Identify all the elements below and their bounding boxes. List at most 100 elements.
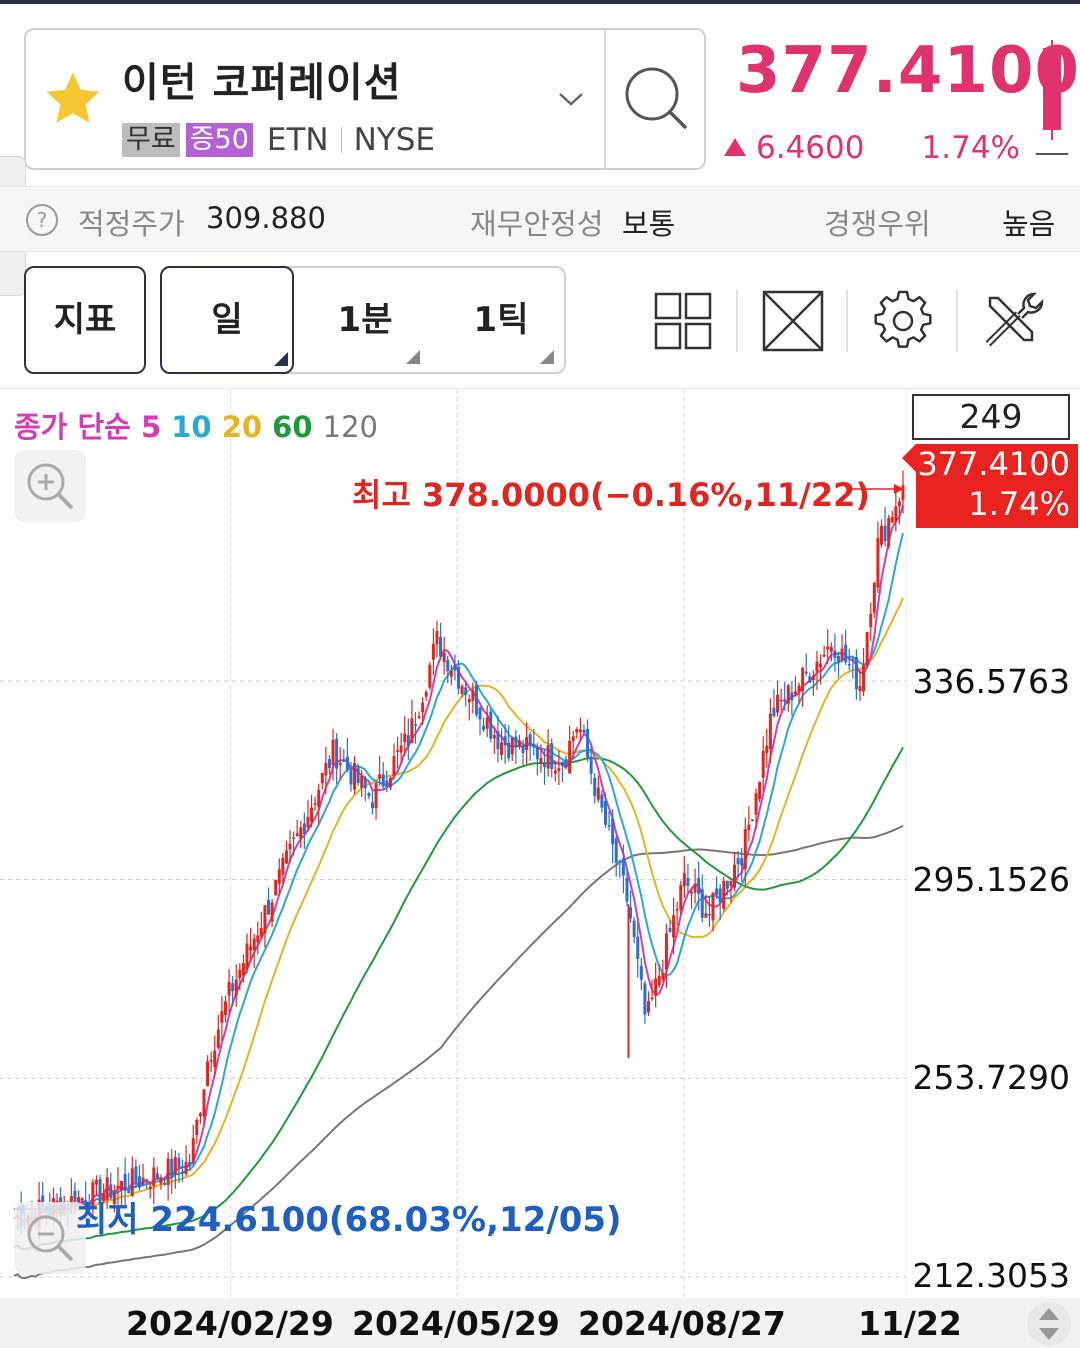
candle-body bbox=[342, 760, 346, 762]
candle-body bbox=[335, 738, 339, 769]
period-minute-button[interactable]: 1분 bbox=[337, 300, 393, 340]
period-tick-corner-icon bbox=[540, 350, 554, 364]
candle-body bbox=[564, 759, 568, 767]
candle-body bbox=[715, 888, 719, 896]
scroll-up-down-icon[interactable] bbox=[1022, 1300, 1076, 1348]
candle-body bbox=[876, 537, 880, 588]
candle-body bbox=[819, 663, 823, 668]
period-tick-button[interactable]: 1틱 bbox=[473, 300, 529, 340]
candle-body bbox=[370, 802, 374, 809]
candle-body bbox=[582, 729, 586, 733]
tool-divider bbox=[846, 290, 848, 352]
candle-body bbox=[593, 777, 597, 797]
competition-value: 높음 bbox=[1002, 207, 1056, 241]
indicator-button[interactable]: 지표 bbox=[24, 266, 146, 374]
candle-body bbox=[166, 1158, 170, 1186]
price-change-row: 6.4600 1.74% bbox=[724, 130, 1020, 166]
candle-body bbox=[589, 756, 593, 774]
x-axis[interactable] bbox=[0, 1298, 1080, 1348]
low-annotation: 최저 224.6100(68.03%,12/05) bbox=[76, 1200, 622, 1240]
period-selector: 일 1분 1틱 bbox=[160, 266, 566, 374]
candle-body bbox=[313, 803, 317, 805]
tools-icon[interactable] bbox=[978, 286, 1048, 356]
candle-body bbox=[858, 686, 862, 692]
zoom-out-icon[interactable] bbox=[14, 1202, 86, 1274]
help-icon[interactable]: ? bbox=[26, 204, 58, 236]
candle-body bbox=[471, 690, 475, 701]
period-minute-corner-icon bbox=[406, 350, 420, 364]
candle-body bbox=[743, 829, 747, 870]
x-tick-label: 2024/05/29 bbox=[352, 1304, 560, 1343]
candle-body bbox=[69, 1196, 73, 1206]
candle-body bbox=[249, 946, 253, 951]
candle-body bbox=[657, 976, 661, 986]
settings-gear-icon[interactable] bbox=[868, 286, 938, 356]
candle-body bbox=[127, 1190, 131, 1194]
ma-20-line bbox=[13, 597, 904, 1222]
stock-selector[interactable]: 이턴 코퍼레이션 무료 증50 ETN NYSE bbox=[24, 28, 706, 170]
candle-body bbox=[439, 636, 443, 657]
period-day-button[interactable]: 일 bbox=[160, 266, 294, 374]
current-price: 377.4100 bbox=[736, 34, 1080, 108]
candle-body bbox=[84, 1200, 88, 1207]
candle-body bbox=[765, 745, 769, 754]
candle-body bbox=[403, 733, 407, 742]
candle-body bbox=[901, 485, 905, 501]
candle-body bbox=[528, 734, 532, 745]
candle-body bbox=[120, 1180, 124, 1191]
candle-body bbox=[105, 1177, 109, 1201]
candle-body bbox=[353, 763, 357, 790]
candle-body bbox=[163, 1182, 167, 1185]
candle-count-box[interactable]: 249 bbox=[912, 394, 1070, 440]
candle-body bbox=[790, 692, 794, 701]
candle-body bbox=[668, 927, 672, 932]
candle-body bbox=[639, 966, 643, 980]
search-icon[interactable] bbox=[606, 30, 706, 168]
favorite-star-icon[interactable] bbox=[42, 68, 104, 130]
candle-body bbox=[206, 1061, 210, 1087]
candle-body bbox=[822, 654, 826, 657]
candle-body bbox=[91, 1181, 95, 1210]
zoom-in-icon[interactable] bbox=[14, 450, 86, 522]
price-chart[interactable] bbox=[0, 389, 1080, 1299]
candle-body bbox=[887, 517, 891, 547]
candle-body bbox=[94, 1179, 98, 1185]
candle-body bbox=[413, 724, 417, 726]
candle-body bbox=[747, 824, 751, 831]
candle-body bbox=[607, 825, 611, 827]
candle-body bbox=[231, 983, 235, 991]
ticker: ETN bbox=[266, 122, 329, 158]
candle-body bbox=[241, 963, 245, 976]
candle-body bbox=[267, 899, 271, 915]
candle-body bbox=[535, 746, 539, 760]
last-price-marker: 377.4100 1.74% bbox=[902, 444, 1078, 528]
candle-body bbox=[836, 656, 840, 663]
candle-body bbox=[274, 879, 278, 896]
candle-body bbox=[729, 880, 733, 886]
candle-body bbox=[134, 1166, 138, 1183]
candle-body bbox=[184, 1161, 188, 1175]
candle-body bbox=[338, 763, 342, 766]
candle-body bbox=[596, 787, 600, 800]
candle-body bbox=[381, 774, 385, 787]
fullscreen-icon[interactable] bbox=[758, 286, 828, 356]
candle-body bbox=[73, 1190, 77, 1210]
candle-body bbox=[632, 920, 636, 938]
candle-body bbox=[636, 936, 640, 959]
ma-10-line bbox=[13, 532, 904, 1222]
candle-body bbox=[474, 684, 478, 715]
exchange: NYSE bbox=[353, 122, 435, 158]
ma-legend[interactable]: 종가 단순 5 10 20 60 120 bbox=[14, 404, 378, 446]
candle-body bbox=[621, 858, 625, 876]
candle-body bbox=[41, 1195, 45, 1207]
last-price-value: 377.4100 bbox=[917, 445, 1070, 483]
candle-body bbox=[750, 819, 754, 821]
last-price-pct: 1.74% bbox=[968, 485, 1070, 523]
candle-body bbox=[320, 772, 324, 784]
chart-area[interactable] bbox=[0, 388, 1080, 1299]
candle-body bbox=[130, 1168, 134, 1196]
chevron-down-icon[interactable] bbox=[556, 84, 586, 114]
candle-body bbox=[543, 763, 547, 768]
grid-layout-icon[interactable] bbox=[648, 286, 718, 356]
candle-body bbox=[707, 914, 711, 916]
